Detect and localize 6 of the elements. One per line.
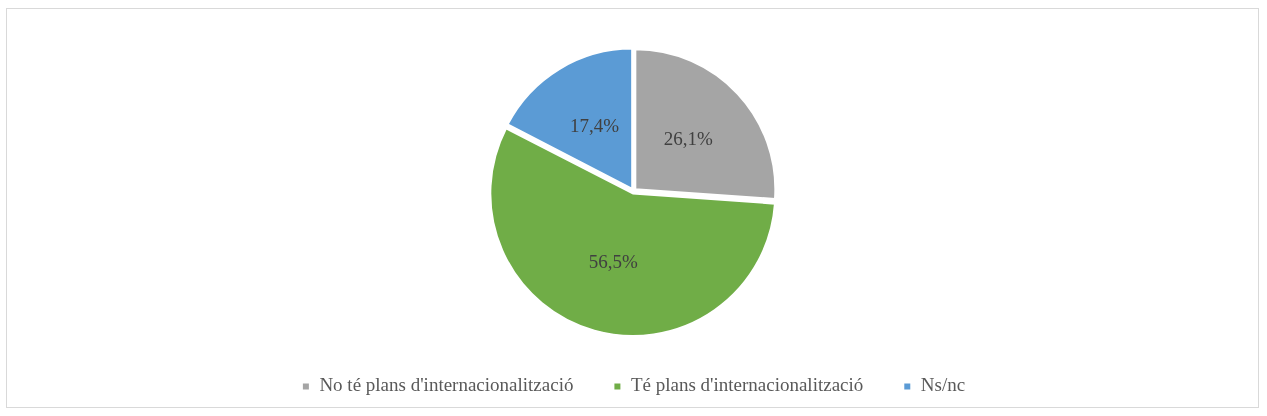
legend-label: Ns/nc (920, 374, 966, 396)
data-label: 17,4% (569, 114, 620, 136)
legend-label: Té plans d'internacionalització (630, 374, 864, 396)
data-label: 26,1% (663, 127, 714, 149)
legend-label: No té plans d'internacionalització (319, 374, 574, 396)
data-label: 56,5% (588, 251, 638, 273)
